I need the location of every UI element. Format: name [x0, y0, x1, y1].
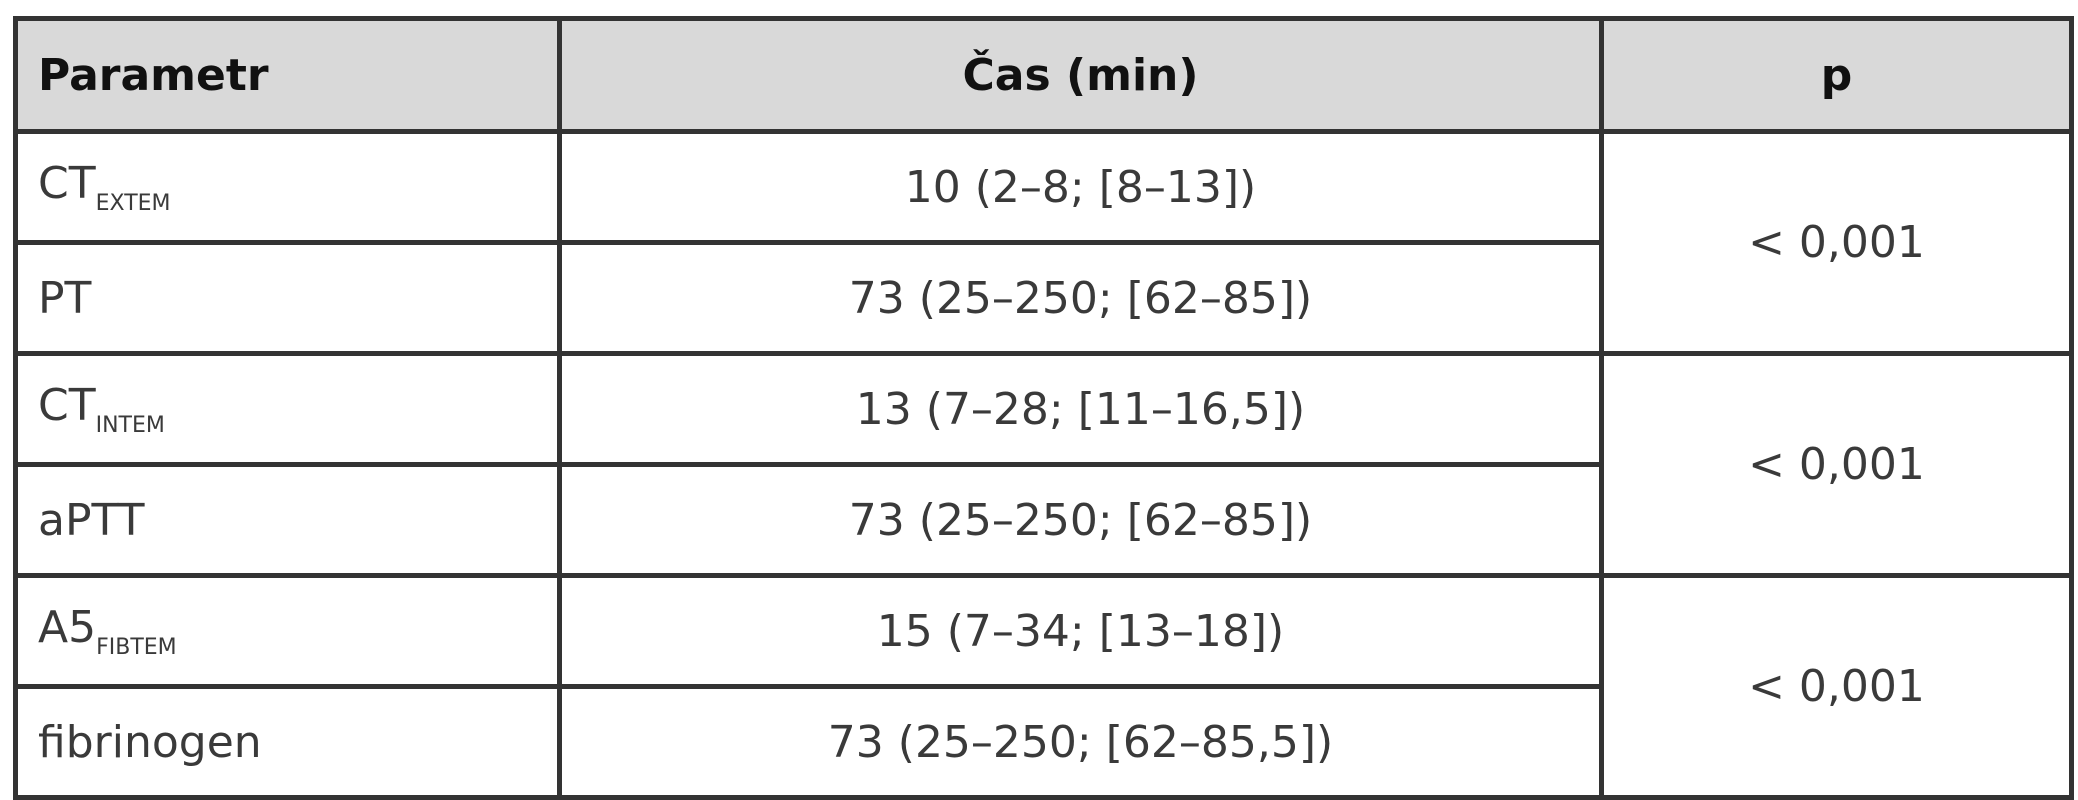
data-table: Parametr Čas (min) p CTEXTEM 10 (2–8; [8…	[13, 16, 2074, 800]
header-cell: p	[1599, 16, 2074, 134]
param-cell: fibrinogen	[13, 684, 562, 800]
param: CT	[38, 380, 96, 431]
time-cell: 73 (25–250; [62–85,5])	[557, 684, 1604, 800]
time-cell: 13 (7–28; [11–16,5])	[557, 351, 1604, 467]
row: A5FIBTEM 15 (7–34; [13–18]) < 0,001	[13, 573, 2074, 800]
time-cell: 73 (25–250; [62–85])	[557, 240, 1604, 356]
param-cell: PT	[13, 240, 562, 356]
param: A5	[38, 602, 97, 653]
time-cell: 73 (25–250; [62–85])	[557, 462, 1604, 578]
time-cell: 15 (7–34; [13–18])	[557, 573, 1604, 689]
param-cell: A5FIBTEM	[13, 573, 562, 689]
row: PT 73 (25–250; [62–85])	[13, 240, 2072, 356]
param: aPTT	[38, 494, 145, 546]
header-row: Parametr Čas (min) p	[13, 16, 2074, 134]
param: fibrinogen	[38, 716, 262, 768]
param: CT	[38, 158, 96, 209]
param-cell: CTEXTEM	[13, 129, 562, 245]
row: fibrinogen 73 (25–250; [62–85,5])	[13, 684, 2072, 800]
param-cell: CTINTEM	[13, 351, 562, 467]
param-sub: EXTEM	[95, 191, 171, 216]
param-sub: FIBTEM	[96, 635, 177, 660]
row: aPTT 73 (25–250; [62–85])	[13, 462, 2072, 578]
param-sub: INTEM	[95, 413, 165, 438]
time-cell: 10 (2–8; [8–13])	[557, 129, 1604, 245]
p-cell: < 0,001	[1599, 573, 2074, 800]
p-cell: < 0,001	[1599, 351, 2074, 578]
header-cell: Parametr	[13, 16, 562, 134]
row: CTEXTEM 10 (2–8; [8–13]) < 0,001	[13, 129, 2074, 356]
param: PT	[38, 272, 92, 324]
param-cell: aPTT	[13, 462, 562, 578]
row: CTINTEM 13 (7–28; [11–16,5]) < 0,001	[13, 351, 2074, 578]
header-cell: Čas (min)	[557, 16, 1604, 134]
p-cell: < 0,001	[1599, 129, 2074, 356]
